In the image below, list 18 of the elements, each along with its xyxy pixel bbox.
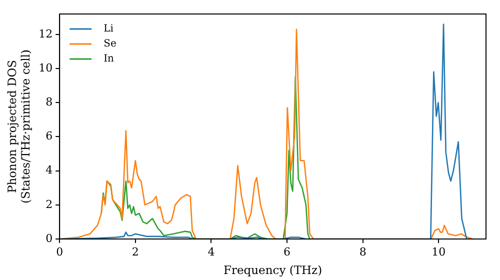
y-tick-label: 0	[46, 232, 53, 245]
x-axis-title: Frequency (THz)	[224, 263, 322, 278]
x-tick-label: 4	[208, 245, 215, 258]
y-axis-title: Phonon projected DOS (States/THz·primitive cell)	[4, 50, 33, 204]
y-tick-label: 12	[38, 27, 53, 40]
y-tick-label: 10	[38, 61, 53, 74]
y-tick-label: 8	[46, 95, 53, 108]
legend-label: Se	[104, 38, 116, 50]
legend-label: In	[104, 54, 115, 65]
y-tick-label: 2	[46, 198, 53, 211]
x-tick-label: 6	[284, 245, 291, 258]
x-tick-label: 0	[56, 245, 64, 258]
x-tick-label: 8	[359, 245, 366, 258]
y-tick-label: 6	[46, 130, 53, 143]
y-tick-label: 4	[46, 164, 53, 177]
x-tick-label: 10	[432, 245, 446, 258]
x-tick-label: 2	[132, 245, 139, 258]
legend-label: Li	[104, 24, 114, 35]
